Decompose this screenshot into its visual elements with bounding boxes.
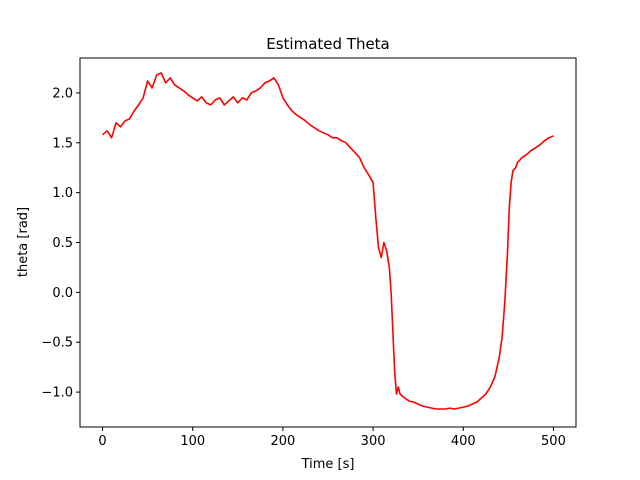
series-layer bbox=[101, 72, 554, 410]
x-tick-label: 100 bbox=[180, 434, 205, 449]
y-axis-label: theta [rad] bbox=[16, 207, 31, 277]
y-tick-label: 2.0 bbox=[52, 86, 73, 101]
y-tick-label: −0.5 bbox=[41, 336, 73, 351]
chart-title: Estimated Theta bbox=[266, 35, 390, 53]
y-tick-label: 0.5 bbox=[52, 236, 73, 251]
plot-frame bbox=[79, 57, 577, 428]
y-tick-label: 1.5 bbox=[52, 136, 73, 151]
x-axis-label: Time [s] bbox=[301, 457, 355, 472]
y-tick-label: 0.0 bbox=[52, 286, 73, 301]
x-tick-label: 300 bbox=[361, 434, 386, 449]
x-tick-label: 400 bbox=[451, 434, 476, 449]
x-tick-label: 0 bbox=[98, 434, 106, 449]
plot-area bbox=[80, 58, 576, 427]
tick-layer: 0 100 200 300 400 500 −1.0 −0.5 0.0 0.5 1.0 1.5 2.0 bbox=[41, 86, 565, 449]
x-tick-label: 200 bbox=[270, 434, 295, 449]
y-tick-label: 1.0 bbox=[52, 186, 73, 201]
y-tick-label: −1.0 bbox=[41, 386, 73, 401]
x-tick-label: 500 bbox=[541, 434, 566, 449]
series-line-0 bbox=[101, 72, 554, 410]
